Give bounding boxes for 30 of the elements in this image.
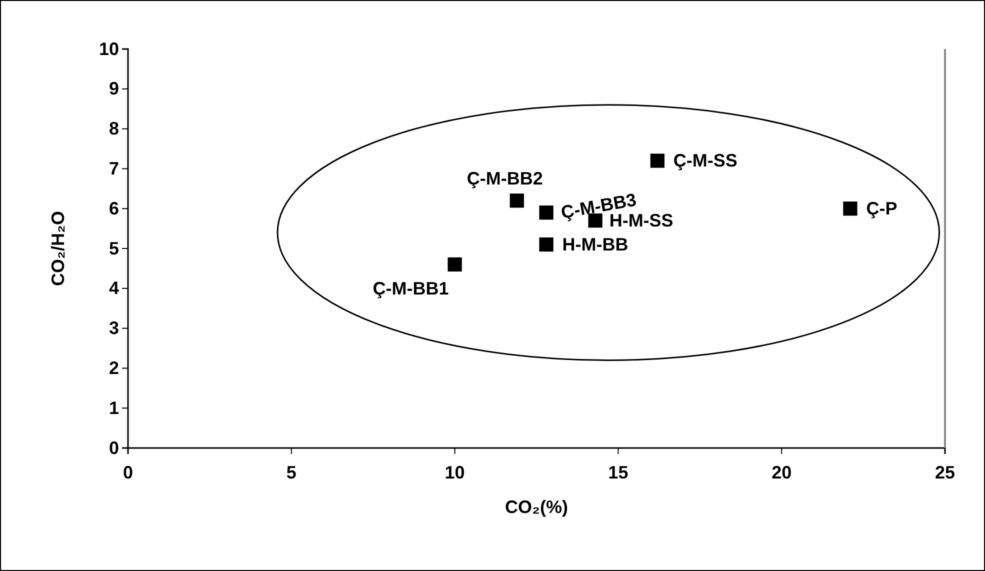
series-label: Ç-M-BB2: [466, 168, 543, 189]
x-tick-label: 0: [122, 462, 134, 483]
y-tick-label: 7: [108, 158, 119, 178]
y-tick-label: 10: [98, 38, 119, 59]
series-label: Ç-M-SS: [673, 150, 738, 171]
x-tick-label: 20: [772, 462, 792, 483]
y-tick-label: 6: [108, 198, 119, 218]
y-tick-label: 3: [108, 318, 119, 338]
point: [448, 257, 462, 272]
series-label: Ç-M-BB1: [372, 278, 449, 298]
y-tick-label: 9: [108, 78, 119, 99]
y-axis-title: CO₂/H₂O: [48, 210, 68, 286]
x-tick-label: 25: [934, 462, 956, 483]
point: [510, 194, 524, 208]
x-tick-label: 15: [608, 462, 628, 483]
x-tick-label: 5: [286, 462, 296, 483]
point: [650, 154, 664, 168]
y-tick-label: 0: [108, 438, 119, 458]
point: [843, 202, 858, 216]
y-tick-label: 1: [108, 398, 119, 418]
x-axis-title: CO₂(%): [505, 497, 568, 517]
point: [539, 237, 554, 252]
y-tick-label: 5: [108, 238, 119, 258]
y-tick-label: 4: [108, 278, 119, 298]
series-label: H-M-BB: [562, 234, 628, 255]
y-tick-label: 2: [108, 358, 119, 378]
y-tick-label: 8: [108, 118, 119, 139]
x-tick-label: 10: [444, 462, 465, 483]
point: [539, 206, 554, 220]
series-label: Ç-P: [866, 198, 898, 219]
